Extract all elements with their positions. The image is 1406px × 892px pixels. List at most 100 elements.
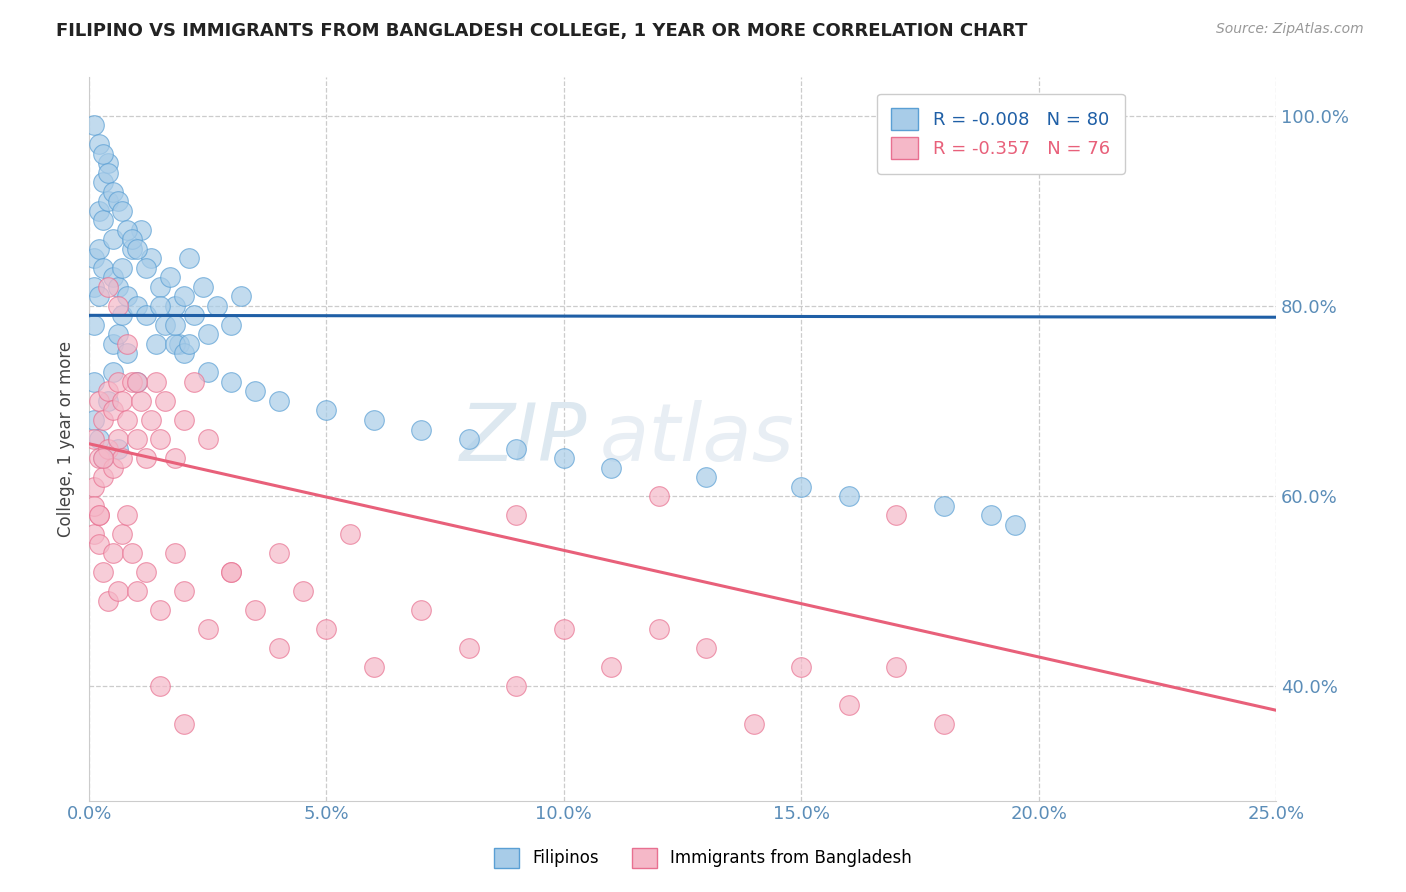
Point bbox=[153, 394, 176, 409]
Text: ZIP: ZIP bbox=[460, 400, 588, 478]
Point bbox=[111, 394, 134, 409]
Point bbox=[457, 432, 479, 446]
Point bbox=[83, 375, 105, 389]
Point bbox=[884, 660, 907, 674]
Legend: R = -0.008   N = 80, R = -0.357   N = 76: R = -0.008 N = 80, R = -0.357 N = 76 bbox=[877, 94, 1125, 174]
Point bbox=[87, 242, 110, 256]
Point bbox=[411, 603, 433, 617]
Point bbox=[83, 280, 105, 294]
Point bbox=[135, 309, 157, 323]
Point bbox=[91, 146, 114, 161]
Point bbox=[221, 566, 243, 580]
Point bbox=[97, 394, 120, 409]
Point bbox=[291, 584, 314, 599]
Point bbox=[121, 546, 143, 560]
Point bbox=[191, 280, 214, 294]
Point bbox=[101, 403, 124, 417]
Point bbox=[695, 470, 717, 484]
Point bbox=[648, 623, 671, 637]
Point bbox=[183, 375, 205, 389]
Point bbox=[111, 203, 134, 218]
Point bbox=[115, 346, 138, 360]
Point bbox=[245, 384, 267, 399]
Point bbox=[83, 252, 105, 266]
Point bbox=[149, 280, 172, 294]
Point bbox=[97, 594, 120, 608]
Point bbox=[163, 299, 186, 313]
Point bbox=[121, 375, 143, 389]
Point bbox=[83, 499, 105, 513]
Point bbox=[363, 413, 385, 427]
Point bbox=[229, 289, 252, 303]
Point bbox=[197, 432, 219, 446]
Point bbox=[177, 252, 200, 266]
Text: Source: ZipAtlas.com: Source: ZipAtlas.com bbox=[1216, 22, 1364, 37]
Point bbox=[111, 309, 134, 323]
Point bbox=[221, 318, 243, 332]
Point bbox=[600, 460, 623, 475]
Point bbox=[125, 584, 148, 599]
Point bbox=[267, 641, 290, 656]
Point bbox=[197, 623, 219, 637]
Point bbox=[553, 451, 575, 466]
Point bbox=[267, 546, 290, 560]
Point bbox=[169, 337, 191, 351]
Point bbox=[163, 451, 186, 466]
Point bbox=[600, 660, 623, 674]
Point bbox=[129, 394, 152, 409]
Point bbox=[125, 299, 148, 313]
Point bbox=[115, 222, 138, 236]
Point bbox=[97, 194, 120, 208]
Point bbox=[83, 480, 105, 494]
Point bbox=[505, 442, 527, 456]
Point bbox=[101, 546, 124, 560]
Point bbox=[83, 413, 105, 427]
Point bbox=[505, 680, 527, 694]
Point bbox=[111, 451, 134, 466]
Point bbox=[838, 489, 860, 503]
Point bbox=[838, 698, 860, 713]
Point bbox=[315, 403, 337, 417]
Point bbox=[173, 346, 195, 360]
Y-axis label: College, 1 year or more: College, 1 year or more bbox=[58, 341, 75, 537]
Point bbox=[101, 232, 124, 246]
Point bbox=[121, 242, 143, 256]
Point bbox=[83, 118, 105, 132]
Point bbox=[101, 270, 124, 285]
Point bbox=[553, 623, 575, 637]
Point bbox=[183, 309, 205, 323]
Point bbox=[145, 337, 167, 351]
Point bbox=[125, 242, 148, 256]
Point bbox=[87, 508, 110, 523]
Point bbox=[121, 232, 143, 246]
Point bbox=[149, 603, 172, 617]
Point bbox=[107, 280, 129, 294]
Point bbox=[97, 156, 120, 170]
Point bbox=[163, 546, 186, 560]
Point bbox=[83, 527, 105, 541]
Point bbox=[790, 660, 813, 674]
Point bbox=[125, 375, 148, 389]
Point bbox=[197, 366, 219, 380]
Point bbox=[884, 508, 907, 523]
Point bbox=[135, 566, 157, 580]
Point bbox=[145, 375, 167, 389]
Point bbox=[97, 384, 120, 399]
Point bbox=[107, 299, 129, 313]
Point bbox=[742, 717, 765, 731]
Point bbox=[980, 508, 1002, 523]
Point bbox=[315, 623, 337, 637]
Point bbox=[363, 660, 385, 674]
Point bbox=[83, 432, 105, 446]
Point bbox=[245, 603, 267, 617]
Point bbox=[97, 165, 120, 179]
Point bbox=[107, 584, 129, 599]
Point bbox=[173, 584, 195, 599]
Point bbox=[91, 470, 114, 484]
Point bbox=[505, 508, 527, 523]
Point bbox=[115, 508, 138, 523]
Point bbox=[139, 413, 162, 427]
Point bbox=[83, 318, 105, 332]
Point bbox=[115, 413, 138, 427]
Point bbox=[163, 318, 186, 332]
